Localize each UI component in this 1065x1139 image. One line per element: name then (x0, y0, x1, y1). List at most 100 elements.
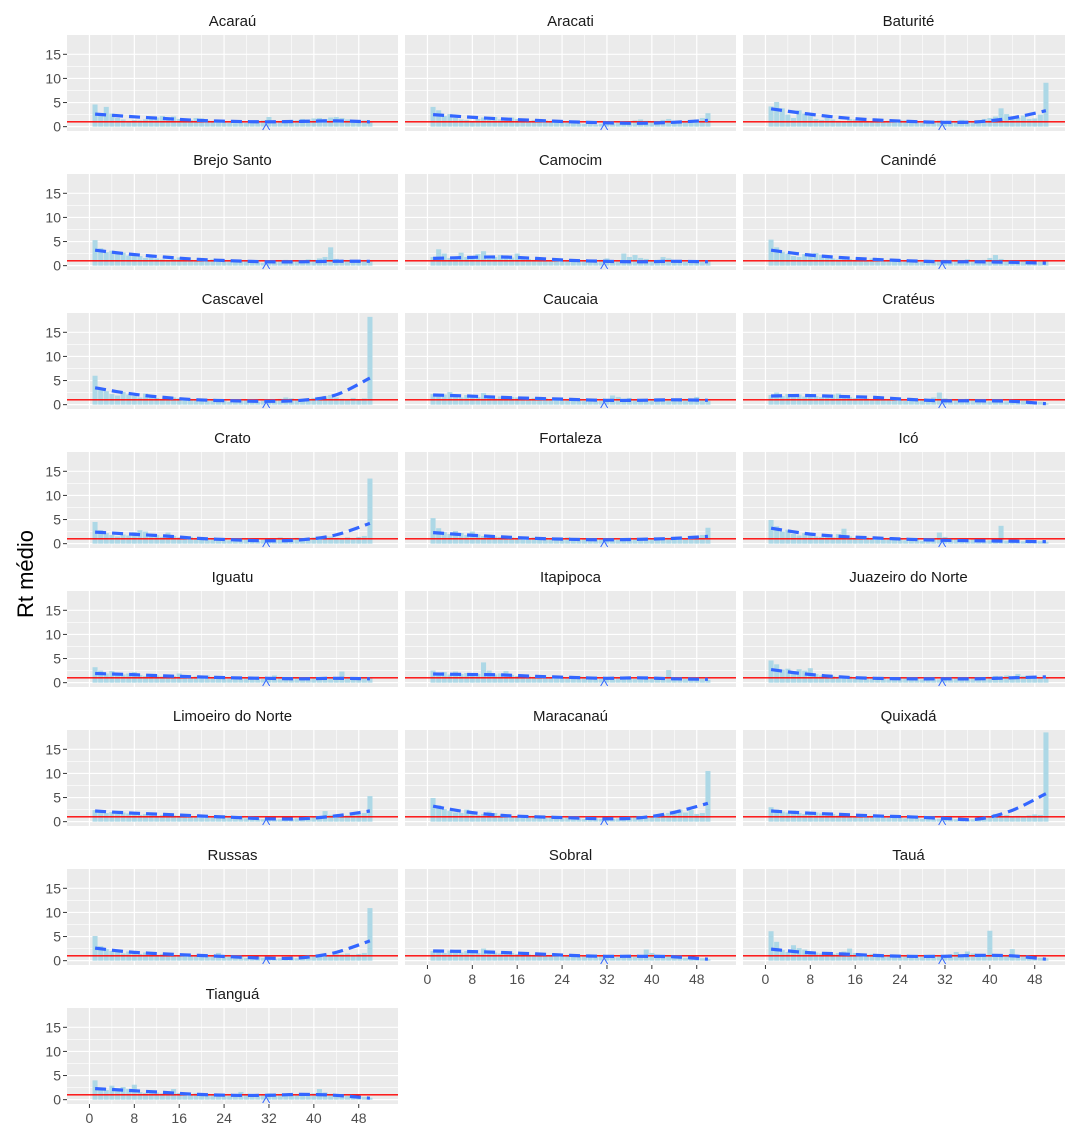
bar (852, 952, 858, 961)
bar (452, 671, 459, 683)
x-tick-label: 32 (937, 971, 953, 987)
bar (1004, 955, 1010, 961)
bar (886, 259, 892, 266)
bar (328, 1093, 334, 1100)
bar (322, 535, 328, 544)
bar (942, 955, 948, 961)
bar (542, 677, 548, 683)
bar (356, 121, 362, 127)
bar (356, 953, 362, 961)
y-tick-label: 10 (45, 348, 61, 364)
facet-panel: Iguatu 0 5 10 15 (45, 569, 398, 691)
facet-title: Iguatu (212, 569, 254, 586)
bar (210, 537, 216, 544)
y-tick-label: 5 (53, 1068, 61, 1084)
bar (227, 816, 233, 822)
bar (604, 124, 610, 127)
bar (176, 815, 182, 822)
bar (114, 253, 121, 266)
bar (176, 537, 182, 544)
bar (847, 815, 853, 822)
bar (244, 400, 250, 405)
bar (227, 401, 233, 405)
bar (350, 397, 356, 405)
bar (802, 670, 808, 683)
y-tick-label: 15 (45, 741, 61, 757)
bar (204, 956, 210, 961)
bar (469, 258, 475, 266)
bar (830, 537, 836, 544)
bar (486, 119, 492, 127)
bar (333, 678, 339, 683)
bar (682, 678, 689, 683)
bar (1037, 677, 1043, 683)
bar (835, 952, 841, 961)
bar (249, 1094, 255, 1100)
bar (120, 392, 126, 405)
bar (126, 535, 132, 544)
bar (525, 538, 531, 544)
bar (903, 677, 909, 683)
bar (998, 525, 1004, 544)
bar (165, 674, 171, 683)
bar (210, 120, 216, 127)
bar (328, 536, 334, 544)
bar (109, 113, 115, 127)
bar (925, 818, 931, 822)
bar (785, 668, 791, 683)
bar (154, 1092, 160, 1100)
bar (260, 539, 266, 544)
bar (858, 678, 864, 683)
bar (497, 815, 503, 822)
bar (525, 954, 531, 961)
bar (621, 253, 627, 266)
bar (244, 122, 250, 127)
facet-title: Fortaleza (539, 430, 602, 447)
bar (553, 539, 559, 544)
bar (98, 1087, 104, 1100)
bar (903, 818, 909, 822)
bar (503, 815, 509, 822)
panel-background (743, 452, 1065, 548)
bar (344, 119, 351, 127)
bar (542, 537, 548, 544)
y-tick-label: 15 (45, 880, 61, 896)
bar (970, 953, 976, 961)
bar (869, 399, 875, 405)
bar (103, 949, 109, 961)
bar (367, 908, 373, 961)
bar (531, 676, 537, 683)
bar (367, 796, 373, 822)
bar (807, 814, 813, 822)
bar (520, 675, 526, 683)
bar (311, 118, 317, 127)
marker-caret (938, 123, 947, 131)
facet-panel: Tianguá 0 5 10 15 0 8 16 24 32 40 48 (45, 986, 398, 1126)
bar (492, 398, 498, 405)
bar (531, 815, 537, 822)
bar (802, 813, 808, 822)
bar (699, 399, 705, 405)
bar (830, 119, 836, 127)
bar (492, 536, 498, 544)
bar (244, 539, 250, 544)
bar (886, 120, 892, 127)
x-tick-label: 16 (847, 971, 863, 987)
bar (238, 678, 244, 683)
bar (914, 260, 920, 266)
bar (936, 120, 942, 127)
facet-title: Aracati (547, 13, 594, 30)
bar (576, 123, 582, 127)
bar (481, 535, 487, 544)
bar (294, 818, 300, 822)
bar (159, 398, 165, 405)
bar (649, 538, 655, 544)
bar (509, 952, 515, 961)
bar (643, 817, 649, 822)
bar (176, 257, 182, 266)
bar (548, 677, 554, 683)
bar (131, 952, 137, 961)
bar (920, 540, 926, 544)
bar (621, 956, 627, 961)
bar (475, 254, 481, 266)
